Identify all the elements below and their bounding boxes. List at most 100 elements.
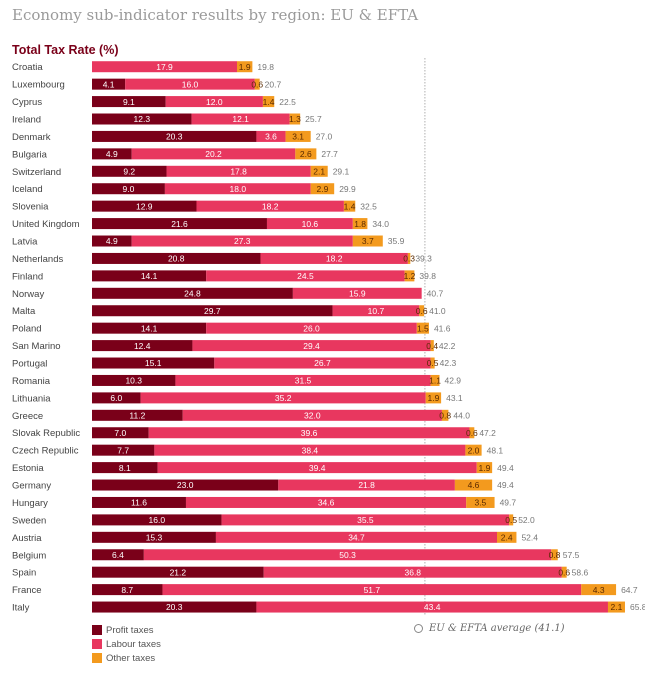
bar-value-label: 20.2 [205, 149, 222, 159]
category-label: Finland [12, 271, 43, 282]
bar-value-label: 12.9 [136, 201, 153, 211]
bar-value-label: 4.9 [106, 236, 118, 246]
bar-value-label: 11.2 [129, 411, 145, 421]
bar-value-label: 15.9 [349, 289, 366, 299]
bar-value-label: 2.1 [611, 602, 623, 612]
bar-segment [182, 409, 442, 421]
bar-segment [92, 566, 264, 578]
bar-segment [285, 130, 311, 142]
bar-segment [509, 514, 514, 526]
bar-total-label: 49.4 [497, 463, 514, 473]
bar-total-label: 39.3 [415, 254, 432, 264]
bar-segment [92, 409, 183, 421]
bar-value-label: 0.6 [466, 428, 478, 438]
page-title: Economy sub-indicator results by region:… [12, 6, 419, 24]
legend-label-labour: Labour taxes [106, 638, 161, 650]
bar-value-label: 1.9 [239, 62, 251, 72]
bar-segment [262, 96, 275, 108]
bar-segment [92, 357, 215, 369]
legend-item-other-taxes: Other taxes [92, 651, 161, 665]
bar-value-label: 4.3 [593, 585, 605, 595]
bar-segment [465, 444, 482, 456]
bar-value-label: 36.8 [404, 567, 421, 577]
bar-total-label: 42.9 [444, 376, 461, 386]
bar-total-label: 39.8 [419, 271, 436, 281]
bar-value-label: 1.4 [344, 201, 356, 211]
bar-value-label: 35.2 [275, 393, 292, 403]
bar-total-label: 48.1 [487, 445, 504, 455]
bar-value-label: 0.6 [251, 79, 263, 89]
bar-total-label: 29.1 [333, 166, 350, 176]
bar-segment [92, 322, 207, 334]
bar-segment [162, 584, 582, 596]
bar-segment [254, 78, 260, 90]
bar-segment [551, 549, 558, 561]
bar-value-label: 9.1 [123, 97, 135, 107]
bar-value-label: 50.3 [339, 550, 356, 560]
bar-segment [154, 444, 466, 456]
bar-segment [92, 305, 333, 317]
bar-value-label: 1.4 [263, 97, 275, 107]
bar-value-label: 18.2 [326, 254, 343, 264]
bar-total-label: 40.7 [427, 289, 444, 299]
bar-segment [256, 130, 286, 142]
bar-value-label: 0.3 [403, 254, 415, 264]
bar-value-label: 29.4 [303, 341, 320, 351]
bar-value-label: 24.8 [184, 289, 201, 299]
category-label: Hungary [12, 498, 48, 509]
bar-segment [92, 252, 261, 264]
bar-value-label: 26.7 [314, 358, 331, 368]
bar-segment [92, 78, 126, 90]
average-note: EU & EFTA average (41.1) [414, 623, 565, 634]
bar-total-label: 42.2 [439, 341, 456, 351]
bar-segment [343, 200, 356, 212]
bar-value-label: 8.7 [121, 585, 133, 595]
bar-segment [164, 183, 311, 195]
bar-value-label: 20.8 [168, 254, 185, 264]
bar-segment [196, 200, 344, 212]
bar-value-label: 23.0 [177, 480, 194, 490]
bar-segment [469, 427, 475, 439]
bar-value-label: 34.7 [348, 533, 365, 543]
bar-value-label: 1.9 [428, 393, 440, 403]
bar-segment [131, 235, 353, 247]
bar-segment [92, 287, 293, 299]
bar-segment [92, 96, 166, 108]
bar-total-label: 42.3 [440, 358, 457, 368]
bar-segment [148, 427, 470, 439]
bar-total-label: 44.0 [453, 411, 470, 421]
bar-value-label: 12.3 [134, 114, 151, 124]
bar-value-label: 16.0 [149, 515, 166, 525]
category-label: Netherlands [12, 254, 63, 265]
category-label: Latvia [12, 237, 38, 248]
bar-total-label: 57.5 [563, 550, 580, 560]
bar-segment [404, 270, 415, 282]
bar-segment [92, 462, 158, 474]
bar-segment [310, 183, 335, 195]
bar-value-label: 12.1 [232, 114, 249, 124]
bar-total-label: 25.7 [305, 114, 322, 124]
bar-value-label: 16.0 [182, 79, 199, 89]
bar-total-label: 34.0 [372, 219, 389, 229]
bar-segment [256, 601, 608, 613]
bar-segment [497, 531, 517, 543]
bar-segment [92, 61, 237, 73]
bar-segment [92, 200, 197, 212]
bar-segment [214, 357, 431, 369]
bar-segment [441, 409, 449, 421]
bar-segment [92, 113, 192, 125]
bar-value-label: 27.3 [234, 236, 251, 246]
bar-value-label: 2.4 [501, 533, 513, 543]
bar-value-label: 34.6 [318, 498, 335, 508]
bar-total-label: 52.4 [521, 533, 538, 543]
bar-value-label: 32.0 [304, 411, 321, 421]
bar-segment [310, 165, 328, 177]
legend-label-profit: Profit taxes [106, 624, 154, 636]
bar-segment [175, 374, 431, 386]
bar-value-label: 2.9 [317, 184, 329, 194]
bar-value-label: 2.6 [300, 149, 312, 159]
bar-total-label: 41.0 [429, 306, 446, 316]
category-label: United Kingdom [12, 219, 80, 230]
bar-value-label: 35.5 [357, 515, 374, 525]
